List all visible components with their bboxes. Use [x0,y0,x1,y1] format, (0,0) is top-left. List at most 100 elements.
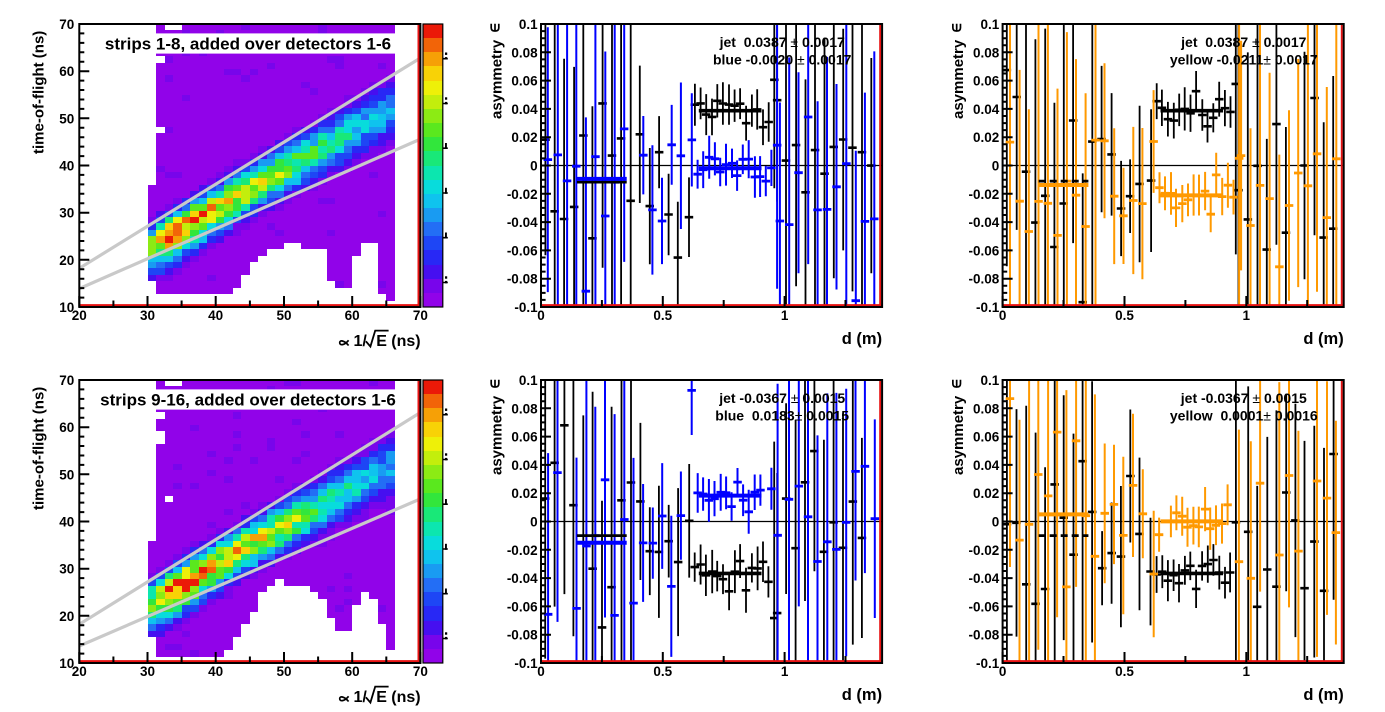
svg-text:60: 60 [59,420,74,435]
svg-text:0.02: 0.02 [973,486,999,501]
svg-text:strips 1-8, added over detecto: strips 1-8, added over detectors 1-6 [105,34,391,53]
svg-text:0.5: 0.5 [653,308,672,323]
svg-text:E (ns): E (ns) [376,333,420,350]
svg-text:jet 0.0387 ± 0.0017: jet 0.0387 ± 0.0017 [719,34,845,50]
svg-text:1/: 1/ [353,689,367,706]
svg-text:40: 40 [59,159,74,174]
svg-text:-0.1: -0.1 [514,300,538,315]
svg-text:-0.06: -0.06 [969,243,1000,258]
svg-text:0.08: 0.08 [511,401,538,416]
svg-text:50: 50 [276,664,291,679]
svg-text:70: 70 [59,373,74,388]
svg-text:0.5: 0.5 [1115,664,1134,679]
svg-text:-0.1: -0.1 [976,656,1000,671]
svg-text:-0.02: -0.02 [969,187,1000,202]
svg-text:70: 70 [59,17,74,32]
svg-text:-0.02: -0.02 [969,543,1000,558]
svg-text:1: 1 [1243,664,1251,679]
svg-text:0: 0 [530,515,538,530]
svg-text:20: 20 [59,253,74,268]
svg-text:60: 60 [59,64,74,79]
svg-text:0.08: 0.08 [511,45,538,60]
svg-text:0.06: 0.06 [511,74,538,89]
svg-text:20: 20 [72,664,87,679]
svg-text:50: 50 [276,308,291,323]
svg-text:1/: 1/ [353,333,367,350]
svg-text:40: 40 [208,308,223,323]
svg-text:d (m): d (m) [1303,686,1343,704]
svg-text:E (ns): E (ns) [376,689,420,706]
svg-text:50: 50 [59,467,74,482]
svg-text:blue 0.0183± 0.0015: blue 0.0183± 0.0015 [715,408,849,424]
svg-text:asymmetry: asymmetry [489,39,506,119]
svg-text:0.06: 0.06 [973,74,1000,89]
svg-text:-0.04: -0.04 [969,571,1000,586]
svg-text:blue -0.0020 ± 0.0017: blue -0.0020 ± 0.0017 [713,52,852,68]
svg-text:-0.06: -0.06 [969,599,1000,614]
svg-text:jet 0.0387 ± 0.0017: jet 0.0387 ± 0.0017 [1180,34,1306,50]
svg-text:0.1: 0.1 [519,17,538,32]
svg-text:40: 40 [208,664,223,679]
svg-text:-0.1: -0.1 [976,300,1000,315]
svg-text:asymmetry: asymmetry [950,39,967,119]
svg-text:-0.02: -0.02 [507,187,538,202]
svg-text:0: 0 [992,515,1000,530]
svg-text:0.06: 0.06 [511,430,538,445]
svg-text:0.08: 0.08 [973,401,1000,416]
svg-text:1: 1 [781,664,789,679]
svg-text:-0.08: -0.08 [969,272,1000,287]
svg-text:jet -0.0367 ± 0.0015: jet -0.0367 ± 0.0015 [718,390,845,406]
svg-text:-0.02: -0.02 [507,543,538,558]
svg-text:0.02: 0.02 [511,130,537,145]
svg-text:-0.08: -0.08 [969,628,1000,643]
svg-text:0.04: 0.04 [973,102,1000,117]
svg-text:0: 0 [537,664,545,679]
svg-text:time-of-flight (ns): time-of-flight (ns) [31,31,48,154]
svg-text:0: 0 [999,308,1007,323]
svg-text:30: 30 [59,206,74,221]
svg-text:20: 20 [72,308,87,323]
svg-text:jet -0.0367 ± 0.0015: jet -0.0367 ± 0.0015 [1180,390,1307,406]
svg-text:-0.08: -0.08 [507,272,538,287]
svg-text:0: 0 [530,159,538,174]
svg-text:0: 0 [999,664,1007,679]
svg-text:70: 70 [413,308,428,323]
svg-text:60: 60 [345,308,360,323]
svg-text:asymmetry: asymmetry [489,395,506,475]
svg-text:-0.06: -0.06 [507,599,538,614]
svg-text:yellow 0.0001± 0.0016: yellow 0.0001± 0.0016 [1170,408,1318,424]
svg-text:0: 0 [537,308,545,323]
svg-text:50: 50 [59,111,74,126]
svg-text:1: 1 [781,308,789,323]
svg-text:30: 30 [140,308,155,323]
svg-text:0.02: 0.02 [511,486,537,501]
svg-text:d (m): d (m) [842,686,882,704]
svg-text:-0.08: -0.08 [507,628,538,643]
svg-text:0.04: 0.04 [973,458,1000,473]
svg-text:yellow -0.0211± 0.0017: yellow -0.0211± 0.0017 [1170,52,1318,68]
svg-text:0.5: 0.5 [1115,308,1134,323]
svg-text:0.02: 0.02 [973,130,999,145]
svg-text:strips 9-16, added over detect: strips 9-16, added over detectors 1-6 [100,390,396,409]
svg-text:-0.06: -0.06 [507,243,538,258]
svg-text:d (m): d (m) [842,330,882,348]
svg-text:time-of-flight (ns): time-of-flight (ns) [31,387,48,510]
svg-text:40: 40 [59,515,74,530]
svg-text:0.08: 0.08 [973,45,1000,60]
svg-text:0.04: 0.04 [511,102,538,117]
svg-text:-0.04: -0.04 [507,571,538,586]
svg-text:0.06: 0.06 [973,430,1000,445]
svg-text:0.1: 0.1 [519,373,538,388]
svg-text:1: 1 [1243,308,1251,323]
svg-text:0.1: 0.1 [981,373,1000,388]
svg-text:30: 30 [59,562,74,577]
svg-text:10: 10 [59,656,74,671]
svg-text:-0.04: -0.04 [507,215,538,230]
svg-text:60: 60 [345,664,360,679]
svg-text:0.5: 0.5 [653,664,672,679]
svg-text:10: 10 [59,300,74,315]
svg-text:30: 30 [140,664,155,679]
svg-text:70: 70 [413,664,428,679]
svg-text:20: 20 [59,609,74,624]
svg-text:asymmetry: asymmetry [950,395,967,475]
